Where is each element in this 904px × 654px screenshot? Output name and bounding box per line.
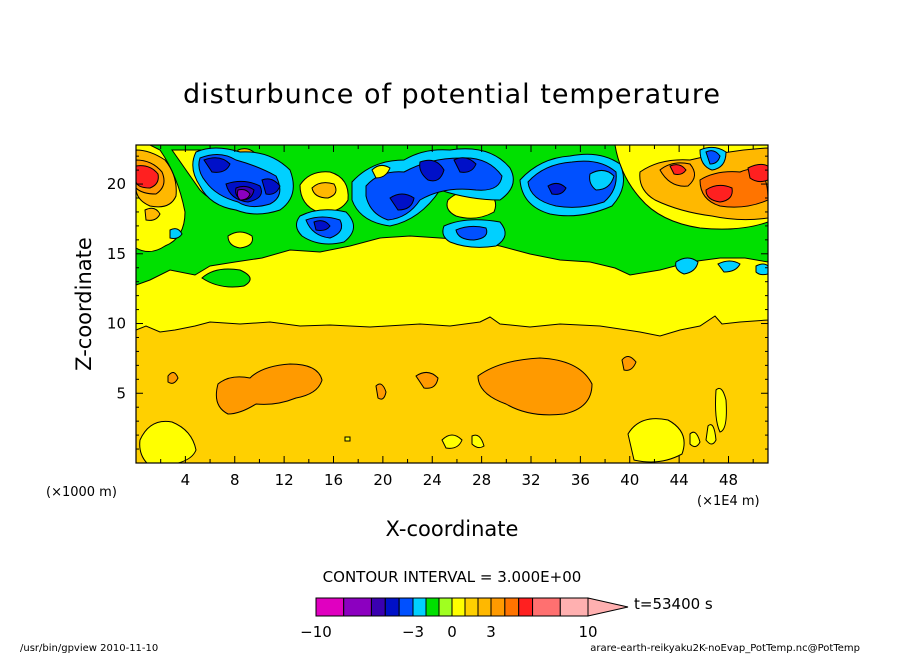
x-unit-left: (×1000 m)	[46, 485, 117, 500]
colorbar-segment	[464, 597, 479, 617]
colorbar-segment	[518, 597, 534, 617]
time-label: t=53400 s	[634, 595, 713, 613]
x-axis-label: X-coordinate	[386, 517, 519, 541]
x-tick-label: 40	[620, 471, 639, 489]
plot-frame	[135, 144, 769, 464]
colorbar-segment	[425, 597, 440, 617]
colorbar-label: −10	[300, 623, 332, 641]
colorbar-segment	[412, 597, 427, 617]
colorbar-label: 3	[486, 623, 496, 641]
x-unit-right: (×1E4 m)	[697, 494, 760, 509]
x-tick-label: 16	[324, 471, 343, 489]
y-tick-label: 15	[107, 245, 126, 263]
colorbar-segment	[504, 597, 520, 617]
x-tick-label: 8	[230, 471, 240, 489]
x-tick-label: 48	[719, 471, 738, 489]
colorbar-segment	[490, 597, 506, 617]
x-tick-label: 28	[472, 471, 491, 489]
colorbar-segment	[343, 597, 372, 617]
colorbar-segment	[438, 597, 453, 617]
colorbar-segment	[532, 597, 561, 617]
x-axis: 4 8 12 16 20 24 28 32 36 40 44 48	[160, 145, 754, 489]
colorbar-segment	[315, 597, 345, 617]
colorbar-label: −3	[402, 623, 424, 641]
x-tick-label: 32	[521, 471, 540, 489]
footer-right: arare-earth-reikyaku2K-noEvap_PotTemp.nc…	[590, 643, 860, 654]
x-tick-label: 36	[571, 471, 590, 489]
y-axis: 5 10 15 20	[107, 155, 768, 450]
colorbar-labels: −10 −3 0 3 10	[300, 623, 597, 641]
colorbar-segment	[384, 597, 400, 617]
colorbar-extend-arrow	[587, 597, 629, 617]
x-tick-label: 44	[670, 471, 689, 489]
x-tick-label: 12	[275, 471, 294, 489]
x-tick-label: 4	[181, 471, 191, 489]
colorbar-label: 0	[447, 623, 457, 641]
chart-title: disturbunce of potential temperature	[183, 79, 721, 110]
y-tick-label: 10	[107, 315, 126, 333]
footer-left: /usr/bin/gpview 2010-11-10	[20, 643, 158, 654]
colorbar-segment	[559, 597, 589, 617]
colorbar	[315, 597, 629, 617]
contour-field	[136, 145, 768, 463]
colorbar-segment	[370, 597, 386, 617]
colorbar-segment	[451, 597, 466, 617]
y-tick-label: 20	[107, 175, 126, 193]
colorbar-segment	[477, 597, 492, 617]
colorbar-segment	[398, 597, 414, 617]
y-axis-label: Z-coordinate	[72, 237, 96, 371]
y-tick-label: 5	[116, 384, 126, 402]
colorbar-label: 10	[578, 623, 597, 641]
contour-interval-text: CONTOUR INTERVAL = 3.000E+00	[323, 568, 582, 586]
x-tick-label: 20	[373, 471, 392, 489]
x-tick-label: 24	[423, 471, 442, 489]
